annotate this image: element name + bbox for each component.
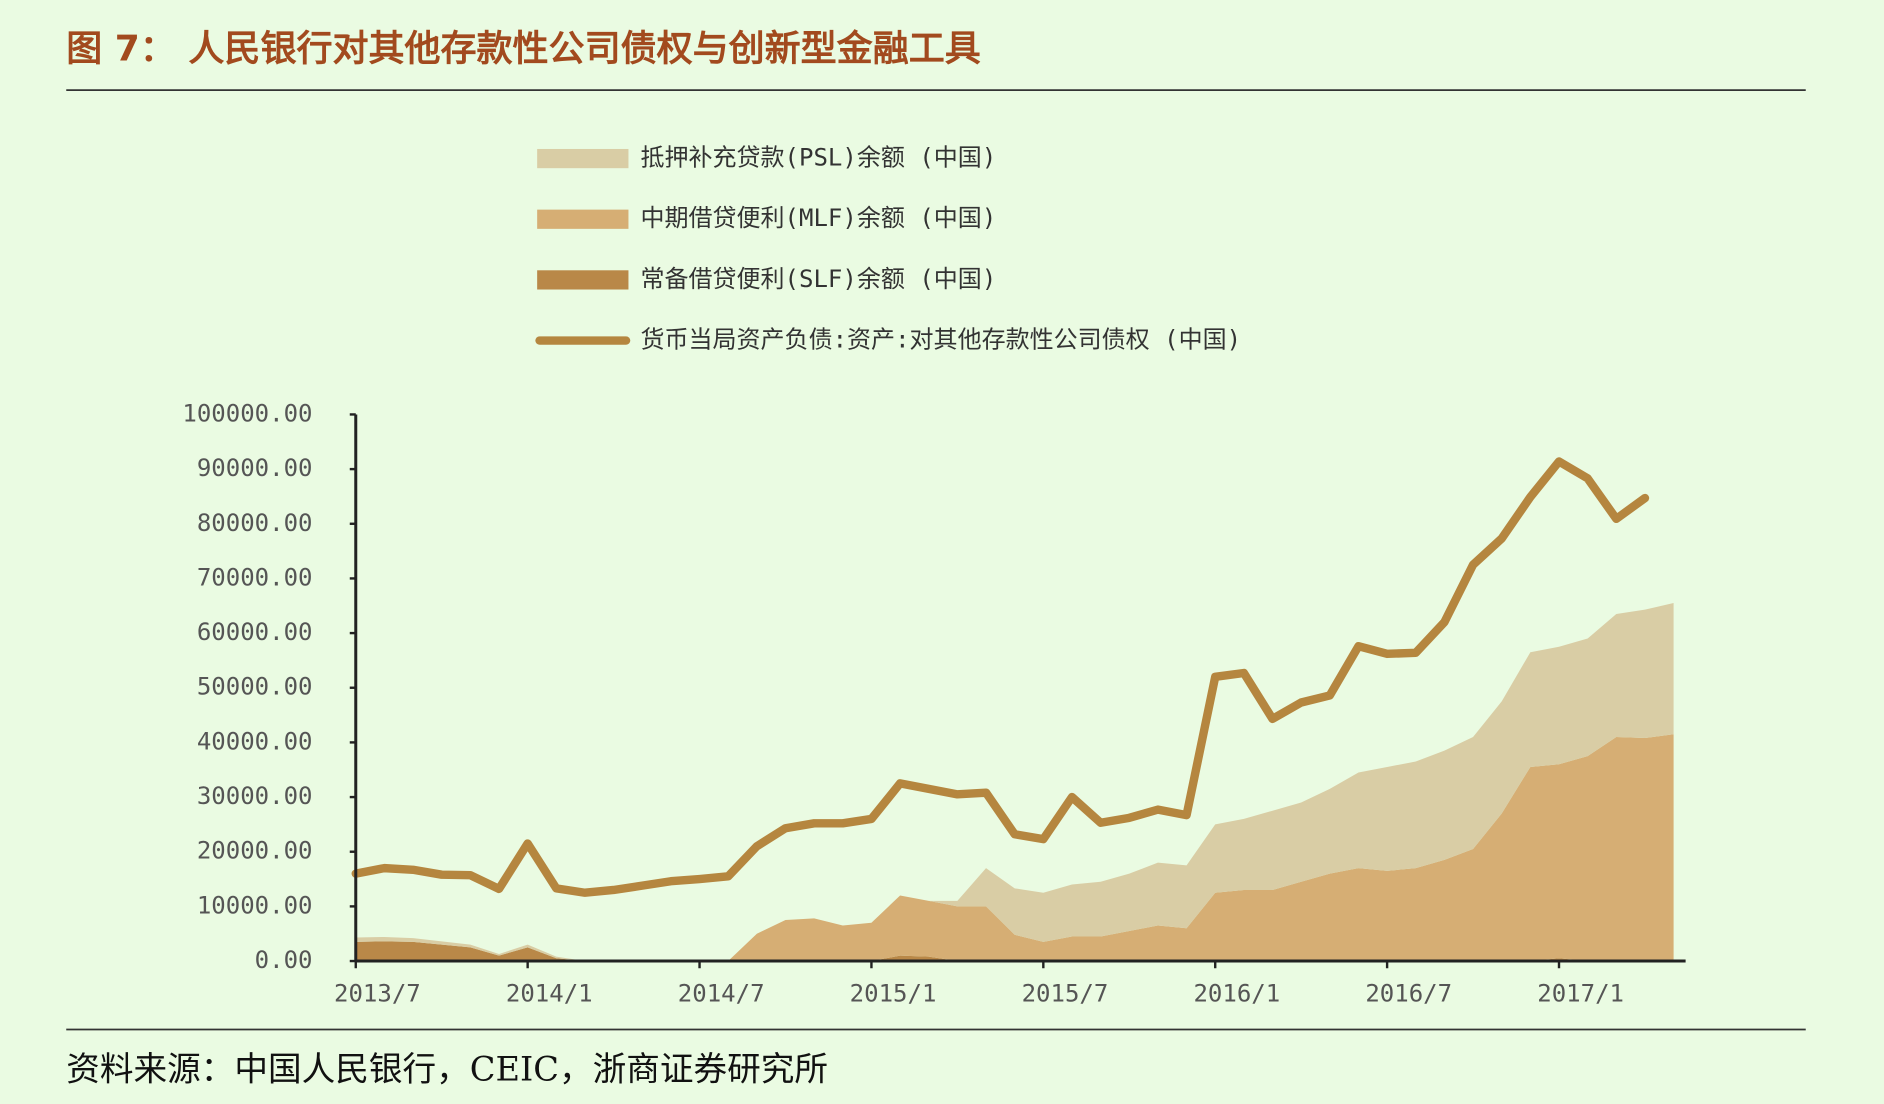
y-tick-label: 40000.00 (197, 727, 313, 755)
line (351, 457, 1650, 897)
x-tick-label: 2014/7 (678, 980, 765, 1008)
y-tick-label: 30000.00 (197, 782, 313, 810)
x-tick-label: 2015/7 (1022, 980, 1109, 1008)
chart-title: 图 7： 人民银行对其他存款性公司债权与创新型金融工具 (66, 27, 981, 69)
y-tick-label: 60000.00 (197, 618, 313, 646)
y-tick-label: 100000.00 (182, 399, 312, 427)
legend-swatch (537, 270, 629, 290)
y-tick-label: 10000.00 (197, 891, 313, 919)
legend-label: 货币当局资产负债:资产:对其他存款性公司债权 (中国) (640, 326, 1241, 354)
x-tick-label: 2013/7 (334, 980, 421, 1008)
legend-label: 中期借贷便利(MLF)余额 (中国) (640, 204, 996, 232)
legend-swatch (537, 209, 629, 229)
y-tick-label: 50000.00 (197, 673, 313, 701)
x-tick-label: 2014/1 (506, 980, 593, 1008)
y-tick-label: 20000.00 (197, 837, 313, 865)
y-tick-label: 70000.00 (197, 563, 313, 591)
area (355, 734, 1674, 962)
source-note: 资料来源：中国人民银行，CEIC，浙商证券研究所 (66, 1050, 828, 1089)
x-tick-label: 2017/1 (1537, 980, 1624, 1008)
legend-label: 常备借贷便利(SLF)余额 (中国) (640, 265, 996, 293)
x-tick-label: 2015/1 (850, 980, 937, 1008)
area (355, 603, 1674, 962)
legend-label: 抵押补充贷款(PSL)余额 (中国) (640, 144, 996, 172)
legend-swatch (537, 148, 629, 169)
y-tick-label: 0.00 (255, 946, 313, 974)
y-tick-label: 90000.00 (197, 454, 313, 482)
x-tick-label: 2016/1 (1193, 980, 1280, 1008)
x-tick-label: 2016/7 (1365, 980, 1452, 1008)
area (355, 941, 1674, 962)
y-tick-label: 80000.00 (197, 509, 313, 537)
